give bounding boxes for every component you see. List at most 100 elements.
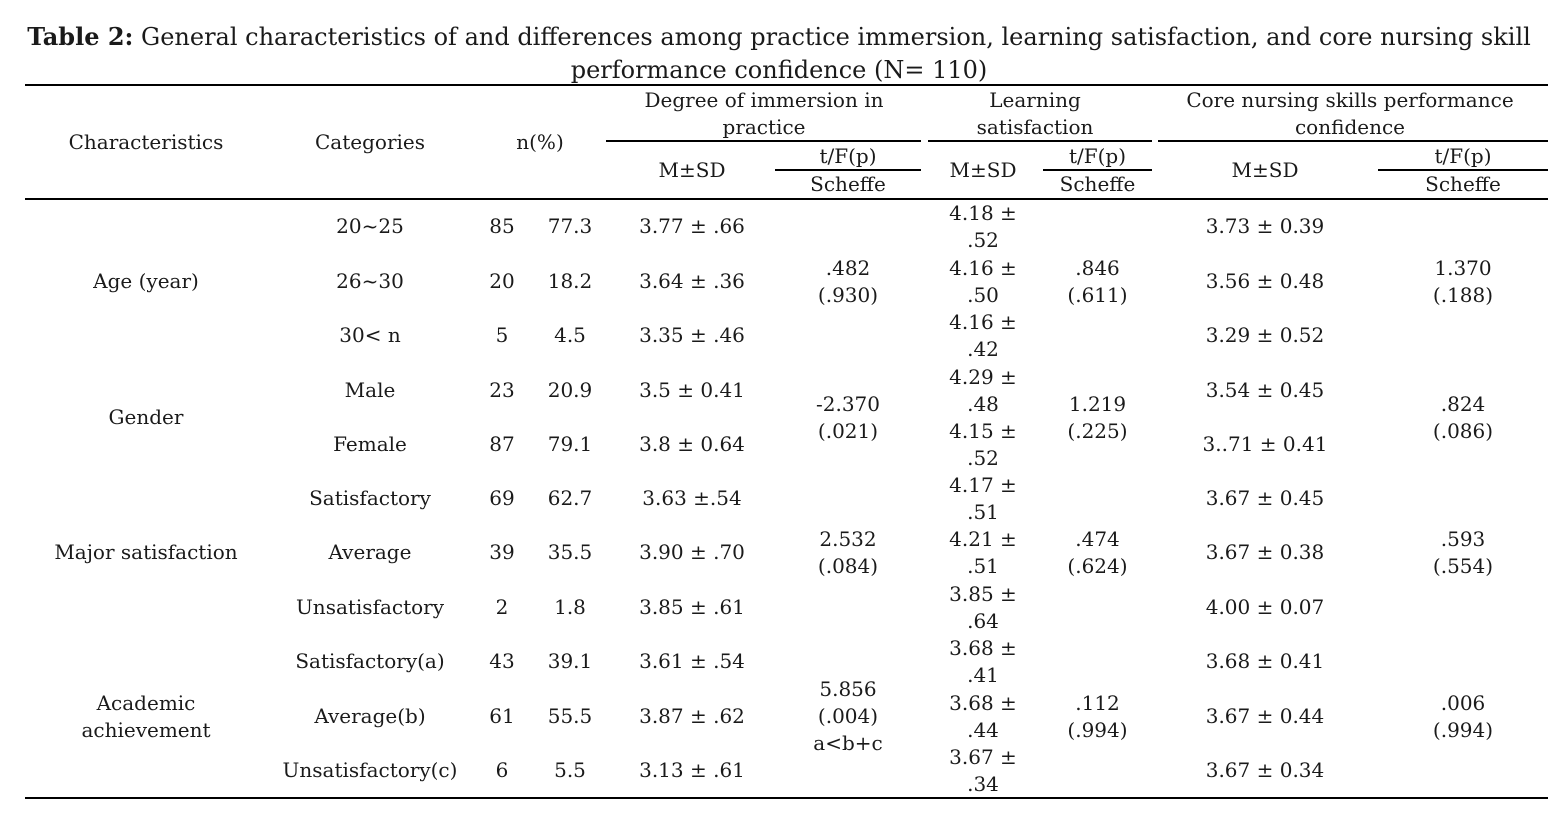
- immersion-msd-cell: 3.13 ± .61: [639, 758, 745, 782]
- header-core-tfp: t/F(p): [1434, 144, 1492, 168]
- immersion-msd-cell: 3.85 ± .61: [639, 595, 745, 619]
- core-msd-cell: 3.67 ± 0.44: [1205, 704, 1325, 728]
- learning-msd-line2: .52: [967, 228, 999, 252]
- learning-tfp-p: (.994): [1067, 718, 1128, 742]
- learning-msd-line2: .34: [967, 772, 999, 796]
- n-cell: 5: [495, 323, 509, 347]
- header-core-scheffe: Scheffe: [1425, 172, 1501, 196]
- tfp-rule-immersion: [775, 169, 921, 171]
- table-bottom-rule: [25, 797, 1548, 799]
- core-tfp-value: .824: [1440, 392, 1486, 416]
- header-learning-scheffe: Scheffe: [1059, 172, 1136, 196]
- header-categories: Categories: [315, 130, 425, 154]
- learning-msd-line2: .64: [967, 609, 999, 633]
- learning-rule: [928, 140, 1152, 142]
- percent-cell: 62.7: [547, 486, 593, 510]
- n-cell: 6: [495, 758, 509, 782]
- category-cell: Unsatisfactory(c): [282, 758, 458, 782]
- n-cell: 39: [489, 540, 515, 564]
- percent-cell: 1.8: [554, 595, 586, 619]
- immersion-tfp-p: (.021): [817, 419, 879, 443]
- header-immersion-scheffe: Scheffe: [810, 172, 886, 196]
- immersion-rule: [606, 140, 921, 142]
- core-msd-cell: 3.73 ± 0.39: [1205, 214, 1325, 238]
- characteristic-label-line2: achievement: [81, 718, 211, 742]
- core-msd-cell: 3.68 ± 0.41: [1205, 649, 1325, 673]
- learning-msd-line2: .51: [967, 554, 999, 578]
- percent-cell: 35.5: [547, 540, 593, 564]
- n-cell: 87: [489, 432, 515, 456]
- learning-tfp-value: 1.219: [1068, 392, 1127, 416]
- learning-msd-line1: 3.67 ±: [949, 745, 1017, 769]
- title-line-1: General characteristics of and differenc…: [141, 23, 1531, 51]
- table-number: Table 2:: [27, 22, 134, 51]
- learning-msd-line1: 4.16 ±: [949, 310, 1017, 334]
- tfp-rule-learning: [1043, 169, 1152, 171]
- learning-msd-line2: .48: [967, 392, 999, 416]
- learning-msd-line1: 4.16 ±: [949, 256, 1017, 280]
- header-learning-tfp: t/F(p): [1068, 144, 1127, 168]
- category-cell: Female: [333, 432, 407, 456]
- immersion-tfp-p: (.930): [817, 283, 879, 307]
- immersion-tfp-value: .482: [825, 256, 871, 280]
- immersion-scheffe: a<b+c: [813, 731, 883, 755]
- core-msd-cell: 3.56 ± 0.48: [1205, 269, 1325, 293]
- immersion-tfp-p: (.004): [817, 704, 879, 728]
- immersion-msd-cell: 3.61 ± .54: [639, 649, 745, 673]
- category-cell: 20~25: [336, 214, 404, 238]
- percent-cell: 20.9: [547, 378, 593, 402]
- percent-cell: 77.3: [547, 214, 593, 238]
- learning-msd-line2: .52: [967, 446, 999, 470]
- percent-cell: 4.5: [554, 323, 586, 347]
- header-learning-msd: M±SD: [949, 158, 1017, 182]
- percent-cell: 55.5: [547, 704, 593, 728]
- top-rule: [25, 84, 1548, 86]
- learning-msd-line2: .41: [967, 663, 999, 687]
- n-cell: 85: [489, 214, 515, 238]
- table-title: Table 2: General characteristics of and …: [0, 20, 1558, 87]
- category-cell: Satisfactory: [309, 486, 431, 510]
- header-learning-line2: satisfaction: [976, 115, 1094, 139]
- core-tfp-p: (.188): [1432, 283, 1494, 307]
- core-msd-cell: 3.67 ± 0.34: [1205, 758, 1325, 782]
- header-core-msd: M±SD: [1231, 158, 1299, 182]
- header-learning-line1: Learning: [989, 88, 1081, 112]
- core-tfp-p: (.994): [1432, 718, 1494, 742]
- learning-msd-line2: .50: [967, 283, 999, 307]
- header-core-line2: confidence: [1294, 115, 1406, 139]
- category-cell: 26~30: [336, 269, 404, 293]
- header-immersion-line2: practice: [722, 115, 806, 139]
- immersion-tfp-value: 5.856: [819, 677, 877, 701]
- immersion-tfp-p: (.084): [817, 554, 879, 578]
- immersion-msd-cell: 3.63 ±.54: [642, 486, 742, 510]
- n-cell: 61: [489, 704, 515, 728]
- learning-tfp-p: (.225): [1067, 419, 1128, 443]
- learning-msd-line2: .44: [967, 718, 999, 742]
- n-cell: 69: [489, 486, 515, 510]
- core-tfp-value: 1.370: [1434, 256, 1492, 280]
- learning-tfp-value: .846: [1075, 256, 1120, 280]
- percent-cell: 5.5: [554, 758, 586, 782]
- learning-msd-line1: 4.15 ±: [949, 419, 1017, 443]
- core-tfp-value: .593: [1440, 527, 1486, 551]
- percent-cell: 79.1: [547, 432, 593, 456]
- core-msd-cell: 3.29 ± 0.52: [1205, 323, 1325, 347]
- core-msd-cell: 3.67 ± 0.45: [1205, 486, 1325, 510]
- n-cell: 43: [489, 649, 515, 673]
- header-n-percent: n(%): [516, 130, 564, 154]
- immersion-msd-cell: 3.8 ± 0.64: [639, 432, 745, 456]
- core-msd-cell: 3.67 ± 0.38: [1205, 540, 1325, 564]
- n-cell: 2: [495, 595, 509, 619]
- title-line-2: performance confidence (N= 110): [570, 56, 988, 84]
- immersion-msd-cell: 3.90 ± .70: [639, 540, 745, 564]
- percent-cell: 39.1: [547, 649, 593, 673]
- learning-msd-line1: 4.29 ±: [949, 365, 1017, 389]
- category-cell: Satisfactory(a): [295, 649, 445, 673]
- characteristic-label: Major satisfaction: [54, 540, 238, 564]
- header-immersion-msd: M±SD: [658, 158, 726, 182]
- learning-msd-line1: 3.68 ±: [949, 691, 1017, 715]
- learning-tfp-value: .474: [1075, 527, 1120, 551]
- learning-tfp-p: (.611): [1067, 283, 1128, 307]
- core-rule: [1158, 140, 1548, 142]
- category-cell: 30< n: [339, 323, 401, 347]
